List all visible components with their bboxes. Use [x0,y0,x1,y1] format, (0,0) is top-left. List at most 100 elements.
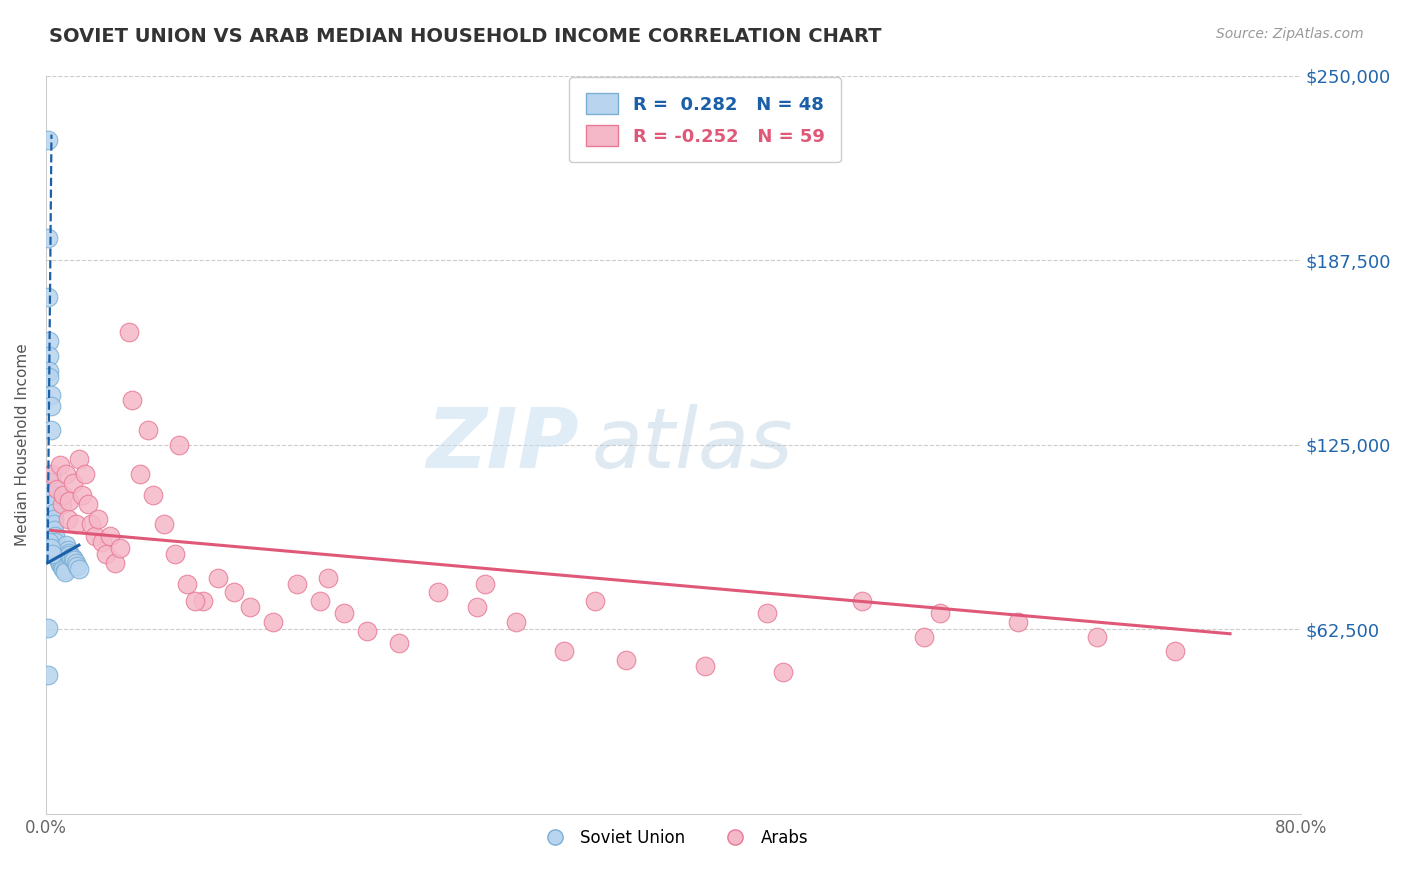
Point [44,541,66,555]
Point [851,594,873,608]
Point [39,467,62,482]
Point [333,606,356,620]
Text: ZIP: ZIP [426,404,579,485]
Point [46,482,69,496]
Point [67,452,90,467]
Point [583,594,606,608]
Point [46,544,69,558]
Point [66,558,89,573]
Point [39,423,62,437]
Point [929,606,952,620]
Point [152,517,174,532]
Point [48,553,70,567]
Point [1085,630,1108,644]
Point [51,497,73,511]
Point [62,476,84,491]
Point [224,585,246,599]
Point [129,467,152,482]
Point [176,576,198,591]
Y-axis label: Median Household Income: Median Household Income [15,343,30,546]
Point [309,594,332,608]
Point [37,621,59,635]
Point [75,467,97,482]
Point [98,529,121,543]
Point [474,576,496,591]
Point [51,558,73,573]
Text: SOVIET UNION VS ARAB MEDIAN HOUSEHOLD INCOME CORRELATION CHART: SOVIET UNION VS ARAB MEDIAN HOUSEHOLD IN… [49,27,882,45]
Point [51,560,73,574]
Point [39,541,62,555]
Point [142,488,165,502]
Point [693,659,716,673]
Point [44,535,66,549]
Point [39,400,62,414]
Point [91,535,114,549]
Point [38,369,60,384]
Point [108,541,131,555]
Point [42,506,65,520]
Point [169,438,191,452]
Point [56,511,79,525]
Point [53,565,76,579]
Point [756,606,779,620]
Point [121,393,143,408]
Point [285,576,308,591]
Point [912,630,935,644]
Text: atlas: atlas [592,404,793,485]
Point [48,554,70,568]
Point [41,488,63,502]
Point [58,545,80,559]
Point [44,529,66,543]
Point [94,547,117,561]
Point [614,653,637,667]
Point [65,556,87,570]
Point [465,600,488,615]
Point [37,290,59,304]
Point [191,594,214,608]
Point [41,467,63,482]
Point [55,538,77,552]
Point [427,585,450,599]
Point [136,423,159,437]
Point [38,364,60,378]
Point [388,635,411,649]
Point [55,467,77,482]
Point [52,488,75,502]
Point [42,524,65,538]
Point [42,511,65,525]
Point [39,387,62,401]
Point [41,476,63,491]
Point [53,563,76,577]
Point [316,571,339,585]
Point [56,542,79,557]
Point [772,665,794,680]
Point [46,547,69,561]
Point [63,553,86,567]
Point [49,558,72,572]
Point [77,497,100,511]
Point [207,571,229,585]
Point [239,600,262,615]
Point [83,529,105,543]
Point [80,517,103,532]
Point [1007,615,1029,629]
Point [49,458,72,473]
Point [37,134,59,148]
Point [87,511,110,525]
Point [38,535,60,549]
Legend: Soviet Union, Arabs: Soviet Union, Arabs [531,822,814,854]
Point [356,624,378,638]
Point [41,497,63,511]
Point [41,547,63,561]
Point [38,334,60,349]
Point [65,517,87,532]
Point [104,556,127,570]
Point [49,556,72,570]
Point [262,615,284,629]
Point [1164,644,1187,658]
Point [42,517,65,532]
Point [60,549,83,564]
Point [62,551,84,566]
Point [46,549,69,564]
Point [67,562,90,576]
